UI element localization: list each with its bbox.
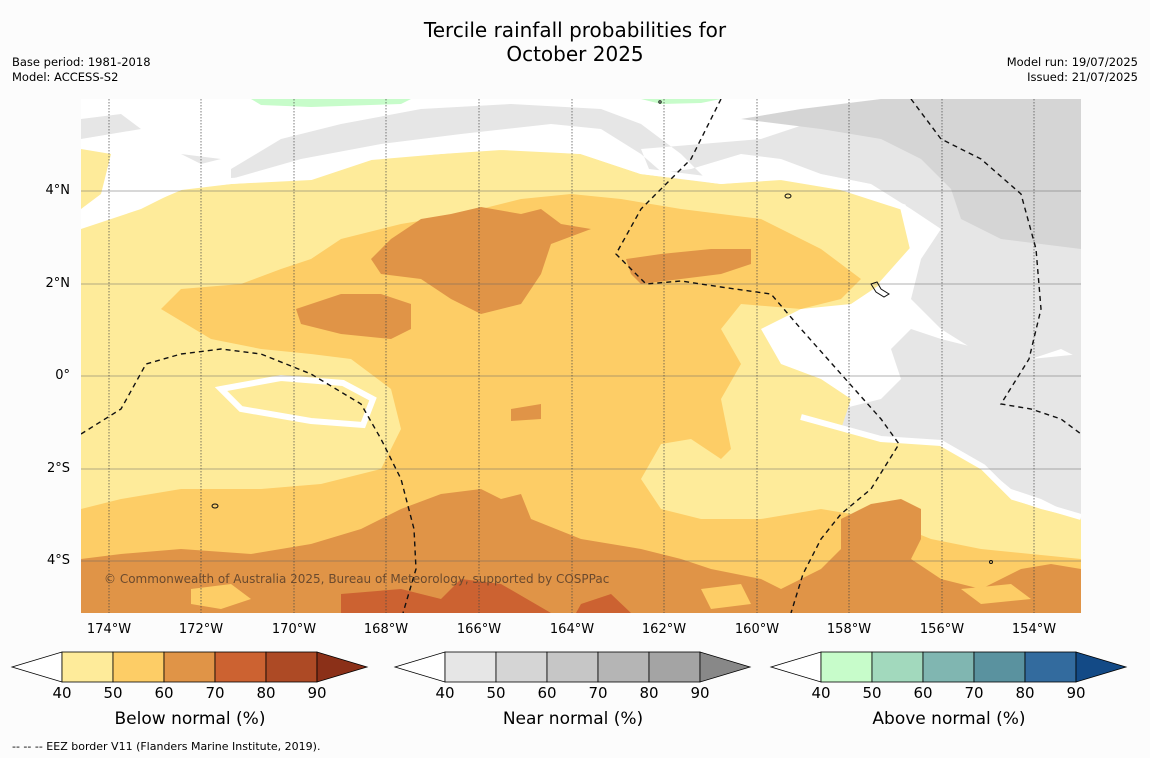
colorbar-segment <box>597 651 650 683</box>
lat-label-4n: 4°N <box>45 183 71 198</box>
colorbar-near-ticks: 40 50 60 70 80 90 <box>393 684 753 704</box>
title-line-1: Tercile rainfall probabilities for <box>423 18 727 42</box>
lon-label-156w: 156°W <box>919 622 965 637</box>
base-period: Base period: 1981-2018 <box>12 55 151 69</box>
colorbar-tick-label: 60 <box>537 684 557 702</box>
near-normal-region-mid <box>741 99 1081 249</box>
lon-label-168w: 168°W <box>363 622 409 637</box>
below-normal-60-70-region-centre <box>296 249 751 421</box>
eez-legend-note: -- -- -- EEZ border V11 (Flanders Marine… <box>12 740 321 753</box>
near-normal-region-north <box>81 99 1081 359</box>
colorbar-segment <box>163 651 216 683</box>
colorbar-below-normal <box>10 651 369 683</box>
lon-label-164w: 164°W <box>549 622 595 637</box>
colorbar-tick-label: 80 <box>639 684 659 702</box>
below-normal-60-70-region-south <box>81 489 1081 613</box>
model-info: Base period: 1981-2018 Model: ACCESS-S2 <box>12 55 151 85</box>
colorbar-below-ticks: 40 50 60 70 80 90 <box>10 684 370 704</box>
colorbar-segment <box>61 651 114 683</box>
colorbar-tick-label: 70 <box>588 684 608 702</box>
lon-label-174w: 174°W <box>86 622 132 637</box>
colorbar-segment <box>922 651 975 683</box>
colorbar-segment <box>444 651 497 683</box>
near-normal-region-east <box>801 329 1081 519</box>
colorbar-near-label: Near normal (%) <box>502 709 644 729</box>
lon-label-160w: 160°W <box>734 622 780 637</box>
eez-border <box>81 99 1081 613</box>
colorbar-tick-label: 90 <box>1066 684 1086 702</box>
lon-label-166w: 166°W <box>456 622 502 637</box>
colorbar-segment <box>648 651 701 683</box>
colorbar-segment <box>214 651 267 683</box>
colorbar-tick-label: 70 <box>964 684 984 702</box>
colorbar-segment <box>265 651 318 683</box>
colorbar-tick-label: 80 <box>256 684 276 702</box>
model-run-date: Model run: 19/07/2025 <box>1006 55 1138 69</box>
run-info: Model run: 19/07/2025 Issued: 21/07/2025 <box>1007 55 1138 85</box>
colorbar-segment <box>973 651 1026 683</box>
colorbar-segment <box>1024 651 1077 683</box>
island-outlines <box>211 100 993 564</box>
lon-label-154w: 154°W <box>1011 622 1057 637</box>
map-title: Tercile rainfall probabilities for Octob… <box>0 18 1150 66</box>
colorbar-segment <box>495 651 548 683</box>
copyright-credit: © Commonwealth of Australia 2025, Bureau… <box>104 572 610 586</box>
gridlines <box>81 190 1081 562</box>
colorbar-tick-label: 80 <box>1015 684 1035 702</box>
colorbar-above-label: Above normal (%) <box>872 709 1026 729</box>
title-line-2: October 2025 <box>506 42 644 66</box>
colorbar-extend-low <box>769 651 822 683</box>
colorbar-tick-label: 90 <box>307 684 327 702</box>
lon-label-172w: 172°W <box>178 622 224 637</box>
lat-label-2n: 2°N <box>45 276 71 291</box>
colorbar-tick-label: 60 <box>913 684 933 702</box>
colorbar-tick-label: 40 <box>52 684 72 702</box>
colorbar-below-label: Below normal (%) <box>114 709 266 729</box>
lat-label-0: 0° <box>55 368 70 383</box>
colorbar-tick-label: 60 <box>154 684 174 702</box>
contour-boundary <box>81 143 1081 520</box>
colorbar-extend-high <box>316 651 369 683</box>
colorbar-segment <box>546 651 599 683</box>
colorbar-tick-label: 50 <box>103 684 123 702</box>
lat-label-4s: 4°S <box>46 553 70 568</box>
lat-label-2s: 2°S <box>46 461 70 476</box>
lon-label-158w: 158°W <box>826 622 872 637</box>
lon-label-170w: 170°W <box>271 622 317 637</box>
probability-map <box>81 99 1081 613</box>
issued-date: Issued: 21/07/2025 <box>1027 70 1138 84</box>
colorbar-above-normal <box>769 651 1128 683</box>
colorbar-segment <box>112 651 165 683</box>
below-normal-70-80-region <box>341 579 631 613</box>
lon-label-162w: 162°W <box>641 622 687 637</box>
colorbar-tick-label: 50 <box>486 684 506 702</box>
colorbar-tick-label: 50 <box>862 684 882 702</box>
colorbar-tick-label: 40 <box>435 684 455 702</box>
colorbar-tick-label: 90 <box>690 684 710 702</box>
below-normal-60-70-region-north <box>371 207 591 314</box>
colorbar-near-normal <box>393 651 752 683</box>
colorbar-above-ticks: 40 50 60 70 80 90 <box>769 684 1129 704</box>
colorbar-tick-label: 70 <box>205 684 225 702</box>
colorbar-tick-label: 40 <box>811 684 831 702</box>
colorbar-segment <box>871 651 924 683</box>
above-normal-sliver <box>251 99 721 107</box>
model-name: Model: ACCESS-S2 <box>12 70 119 84</box>
colorbar-extend-high <box>1075 651 1128 683</box>
colorbar-extend-low <box>393 651 446 683</box>
colorbar-extend-high <box>699 651 752 683</box>
colorbar-segment <box>820 651 873 683</box>
colorbar-extend-low <box>10 651 63 683</box>
